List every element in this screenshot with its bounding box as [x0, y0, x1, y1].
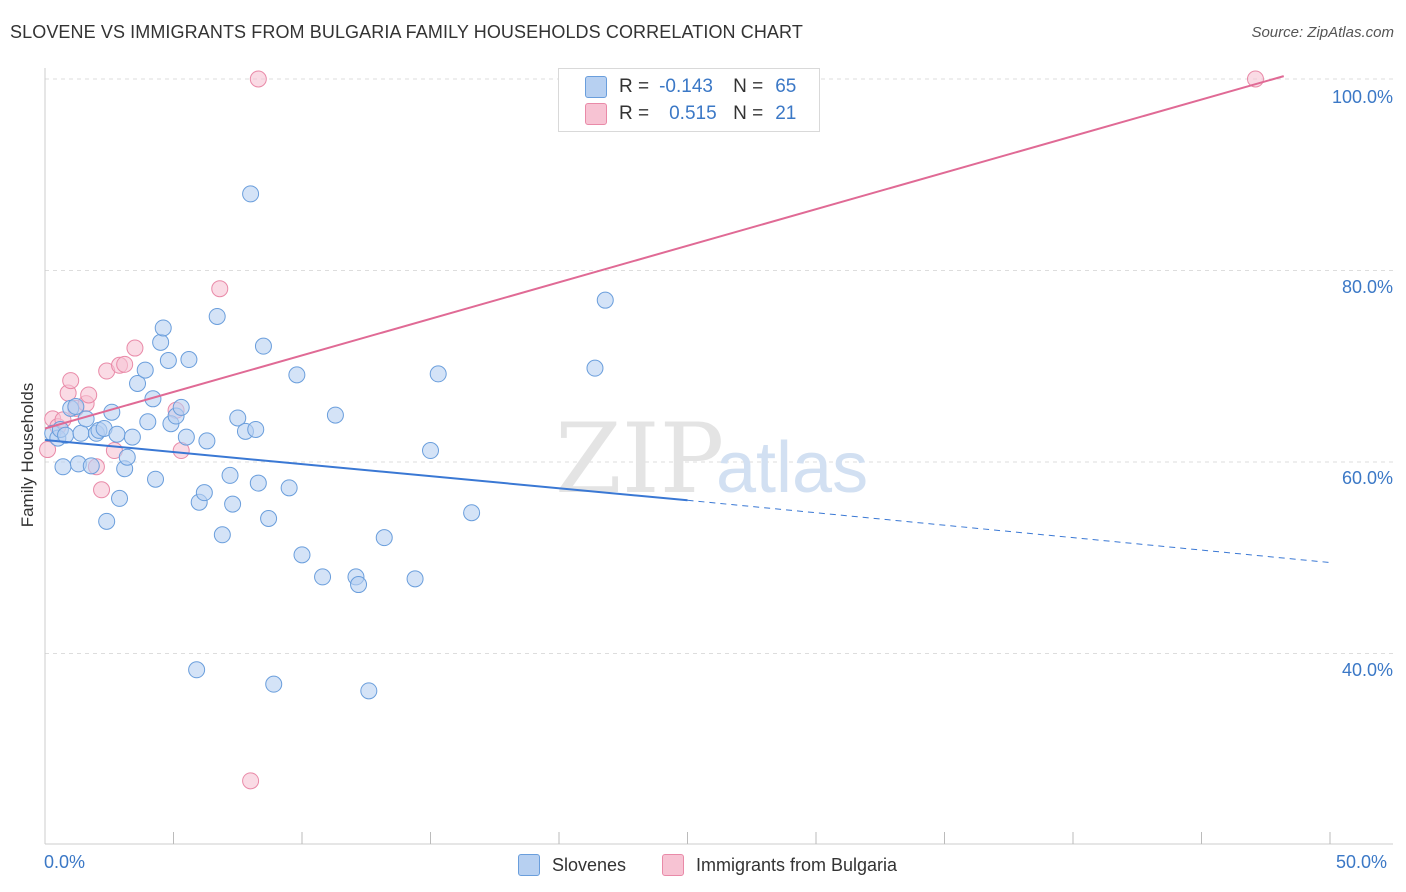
legend-n-value: 65: [775, 76, 797, 97]
legend-row-bulgaria: R = 0.515 N = 21: [585, 101, 796, 127]
slovenes-point: [98, 512, 116, 530]
y-tick-label-60: 60.0%: [1341, 468, 1393, 488]
slovenes-point: [72, 424, 90, 442]
watermark: ZIP atlas: [555, 403, 868, 515]
slovenes-point: [242, 185, 260, 203]
slovenes-point: [213, 526, 231, 544]
legend-r-value: 0.515: [669, 103, 717, 124]
slovenes-point: [224, 495, 242, 513]
legend-swatch-slovenes: [585, 76, 607, 98]
slovenes-point: [188, 661, 206, 679]
slovenes-point: [350, 576, 368, 594]
slovenes-point: [360, 682, 378, 700]
bulgaria-point: [242, 772, 260, 790]
slovenes-point: [429, 365, 447, 383]
chart-title: SLOVENE VS IMMIGRANTS FROM BULGARIA FAMI…: [10, 22, 803, 42]
slovenes-point: [136, 361, 154, 379]
slovenes-point: [177, 428, 195, 446]
slovenes-point: [103, 403, 121, 421]
gridlines: [45, 78, 1393, 654]
slovenes-point: [326, 406, 344, 424]
slovenes-point: [247, 420, 265, 438]
slovenes-trend-dashed: [687, 499, 1331, 564]
slovenes-point: [375, 529, 393, 547]
bottom-legend-bulgaria: Immigrants from Bulgaria: [662, 852, 897, 878]
bulgaria-point: [93, 481, 111, 499]
bottom-legend-label-bulgaria: Immigrants from Bulgaria: [696, 854, 898, 875]
bulgaria-point: [126, 339, 144, 357]
slovenes-point: [147, 470, 165, 488]
slovenes-point: [422, 442, 439, 460]
slovenes-point: [260, 509, 278, 527]
y-tick-label-80: 80.0%: [1341, 276, 1393, 297]
slovenes-point: [265, 675, 283, 693]
slovenes-point: [249, 474, 267, 492]
y-tick-label-100: 100.0%: [1331, 87, 1393, 107]
legend-n-label: N =: [733, 103, 764, 124]
legend-r-label: R =: [619, 76, 650, 97]
slovenes-point: [159, 352, 177, 370]
slovenes-point: [152, 333, 170, 351]
slovenes-point: [293, 546, 311, 564]
slovenes-point: [67, 397, 85, 415]
bulgaria-point: [62, 372, 80, 390]
legend-r-label: R =: [619, 103, 650, 124]
watermark-atlas: atlas: [716, 428, 868, 508]
slovenes-point: [198, 432, 216, 450]
trend-lines: [44, 75, 1331, 564]
legend-swatch-bulgaria: [585, 103, 607, 125]
bulgaria-point: [39, 441, 57, 459]
source-credit: Source: ZipAtlas.com: [1251, 24, 1394, 41]
series-slovenes-points: [44, 185, 614, 700]
bulgaria-point: [211, 280, 229, 298]
slovenes-point: [586, 359, 604, 377]
slovenes-point: [406, 570, 424, 588]
bottom-legend-slovenes: Slovenes: [518, 852, 626, 878]
bulgaria-point: [116, 355, 134, 373]
slovenes-point: [154, 319, 172, 337]
slovenes-point: [229, 409, 247, 427]
slovenes-point: [123, 428, 141, 446]
slovenes-point: [180, 351, 198, 369]
slovenes-point: [172, 398, 190, 416]
slovenes-point: [254, 337, 272, 355]
bottom-legend-label-slovenes: Slovenes: [552, 854, 627, 875]
x-tick-label-min: 0.0%: [44, 852, 86, 872]
bottom-legend-swatch-bulgaria: [662, 854, 684, 876]
y-tick-label-40: 40.0%: [1341, 659, 1393, 680]
slovenes-point: [280, 479, 298, 497]
bulgaria-point: [249, 70, 267, 88]
watermark-zip: ZIP: [555, 403, 724, 515]
bottom-legend-swatch-slovenes: [518, 854, 540, 876]
slovenes-point: [118, 448, 136, 466]
bulgaria-point: [80, 386, 98, 404]
slovenes-point: [208, 307, 226, 325]
slovenes-point: [596, 291, 614, 309]
slovenes-point: [111, 489, 129, 507]
slovenes-point: [54, 458, 72, 476]
legend-r-value: -0.143: [659, 76, 713, 97]
slovenes-point: [195, 484, 213, 502]
slovenes-point: [314, 568, 332, 586]
slovenes-point: [221, 466, 239, 484]
legend-n-value: 21: [775, 103, 797, 124]
slovenes-trend-solid: [44, 438, 688, 502]
slovenes-point: [139, 413, 157, 431]
x-tick-label-max: 50.0%: [1336, 852, 1388, 872]
slovenes-point: [463, 504, 481, 522]
slovenes-point: [82, 457, 100, 475]
legend-row-slovenes: R = -0.143 N = 65: [585, 74, 796, 100]
correlation-legend: R = -0.143 N = 65 R = 0.515 N = 21: [558, 68, 820, 132]
slovenes-point: [288, 366, 306, 384]
slovenes-point: [108, 425, 126, 443]
slovenes-point: [129, 374, 147, 392]
legend-n-label: N =: [733, 76, 764, 97]
bulgaria-trend-line: [44, 75, 1285, 430]
